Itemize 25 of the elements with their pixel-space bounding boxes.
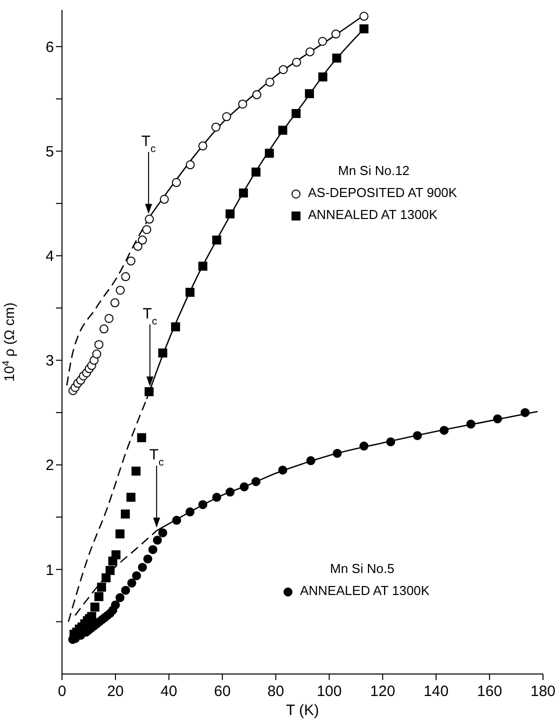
annotation: Mn Si No.12 bbox=[338, 163, 410, 178]
y-tick-label: 2 bbox=[46, 457, 54, 474]
x-tick-label: 140 bbox=[424, 683, 449, 700]
y-tick-label: 3 bbox=[46, 352, 54, 370]
annotation: T$_{c}$ bbox=[149, 446, 164, 469]
x-tick-label: 120 bbox=[370, 683, 396, 700]
x-tick-label: 60 bbox=[214, 683, 231, 700]
x-tick-label: 100 bbox=[316, 683, 342, 700]
x-tick-label: 180 bbox=[530, 683, 556, 700]
annotation: T$_{c}$ bbox=[142, 305, 158, 328]
x-axis-title: T (K) bbox=[286, 702, 320, 719]
legend-label: AS-DEPOSITED AT 900K bbox=[308, 185, 458, 200]
legend-label: ANNEALED AT 1300K bbox=[308, 207, 438, 222]
annotation: Mn Si No.5 bbox=[330, 561, 394, 576]
x-tick-label: 0 bbox=[58, 683, 66, 700]
y-tick-label: 1 bbox=[46, 562, 54, 579]
y-tick-label: 4 bbox=[46, 248, 54, 266]
x-tick-label: 40 bbox=[160, 683, 178, 700]
y-tick-label: 5 bbox=[46, 143, 54, 160]
x-tick-label: 80 bbox=[267, 683, 284, 700]
legend-label: ANNEALED AT 1300K bbox=[300, 583, 430, 598]
x-tick-label: 20 bbox=[107, 683, 124, 700]
x-tick-label: 160 bbox=[477, 683, 502, 700]
y-tick-label: 6 bbox=[46, 38, 54, 56]
annotation: T$_{c}$ bbox=[141, 132, 156, 155]
